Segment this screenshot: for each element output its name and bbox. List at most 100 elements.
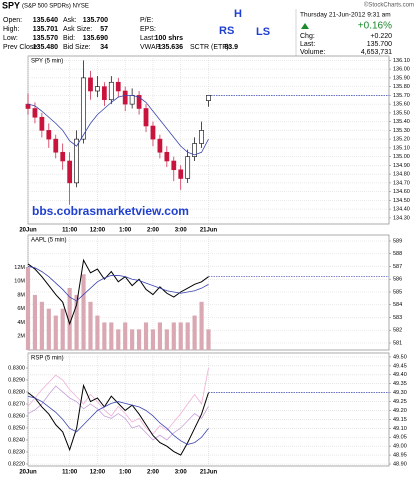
x-tick-label: 3:00 [175, 228, 188, 234]
candle-body [88, 77, 93, 92]
candle-body [164, 151, 170, 162]
volume-bar [130, 329, 135, 350]
annotation: RS [219, 25, 234, 37]
field-label: Chg: [300, 33, 315, 40]
y2-tick-label: 10M [14, 279, 25, 285]
candle-body [108, 81, 114, 101]
field-label: Volume: [300, 49, 325, 56]
volume-bar [178, 322, 183, 350]
candle-body [122, 90, 128, 105]
y-tick-label: 583 [393, 315, 402, 321]
x-tick-label: 21Jun [200, 228, 218, 234]
volume-bar [199, 301, 204, 350]
y-tick-label: 135.50 [393, 110, 410, 116]
annotation: LS [256, 26, 270, 38]
symbol: SPY [2, 0, 20, 10]
y-tick-label: 49.45 [393, 363, 407, 369]
candle-body [95, 86, 100, 92]
x-tick-label: 3:00 [175, 470, 188, 476]
series-line [27, 367, 209, 435]
quote-date: Thursday 21-Jun-2012 9:31 am [300, 12, 391, 19]
y-tick-label: 581 [393, 340, 402, 346]
field-value: 57 [100, 26, 108, 33]
candle-body [39, 116, 45, 131]
volume-bar [164, 329, 169, 350]
y-tick-label: 136.10 [393, 58, 410, 64]
field-value: 135.640 [33, 17, 58, 24]
volume-bar [53, 315, 58, 350]
y-tick-label: 49.20 [393, 408, 407, 414]
y-tick-label: 48.95 [393, 453, 407, 459]
y-tick-label: 49.30 [393, 390, 407, 396]
x-tick-label: 11:00 [62, 228, 78, 234]
panel-label: RSP (5 min) [31, 356, 64, 362]
y-tick-label: 134.30 [393, 215, 410, 221]
candle-body [67, 160, 73, 184]
y-tick-label: 134.40 [393, 207, 410, 213]
y-tick-label: 135.70 [393, 93, 410, 99]
y-tick-label: 49.10 [393, 426, 407, 432]
y-tick-label: 586 [393, 277, 402, 283]
y-tick-label: 49.05 [393, 435, 407, 441]
volume-bar [136, 329, 142, 350]
candle-body [199, 130, 204, 144]
y-tick-label: 49.25 [393, 399, 407, 405]
candle-body [74, 138, 79, 184]
x-tick-label: 2:00 [147, 228, 160, 234]
y2-tick-label: 0.8280 [8, 389, 25, 395]
y2-tick-label: 6M [17, 306, 25, 312]
y-tick-label: 135.10 [393, 145, 410, 151]
volume-bar [185, 322, 190, 350]
candle-body [53, 138, 59, 153]
y-tick-label: 49.50 [393, 354, 407, 360]
y-tick-label: 588 [393, 251, 402, 257]
volume-bar [46, 308, 51, 350]
candle-body [115, 81, 121, 92]
field-value: 4,653,731 [361, 49, 392, 56]
field-label: P/E: [140, 17, 153, 24]
y-tick-label: 135.60 [393, 102, 410, 108]
field-value: 83.9 [224, 44, 238, 51]
y-tick-label: 134.60 [393, 189, 410, 195]
field-label: High: [3, 26, 19, 33]
y-tick-label: 134.70 [393, 180, 410, 186]
volume-bar [88, 301, 93, 350]
field-label: VWAP: [140, 44, 162, 51]
volume-bar [116, 329, 121, 350]
volume-bar [25, 267, 31, 350]
series-line [27, 395, 209, 445]
y-tick-label: 582 [393, 328, 402, 334]
volume-bar [81, 274, 86, 350]
y-tick-label: 587 [393, 264, 402, 270]
volume-bar [143, 322, 149, 350]
y-tick-label: 134.90 [393, 163, 410, 169]
candle-body [101, 86, 107, 101]
field-value: 135.480 [33, 44, 58, 51]
y-tick-label: 134.80 [393, 172, 410, 178]
field-label: Low: [3, 35, 18, 42]
annotation: bbs.cobrasmarketview.com [32, 204, 189, 218]
y-tick-label: 48.90 [393, 461, 407, 467]
candle-body [143, 108, 149, 127]
y-tick-label: 135.30 [393, 128, 410, 134]
field-value: 34 [100, 44, 108, 51]
y2-tick-label: 0.8290 [8, 377, 25, 383]
series-line [27, 385, 209, 441]
volume-bar [109, 322, 114, 350]
x-tick-label: 12:00 [90, 470, 106, 476]
change-percent: +0.16% [358, 21, 392, 32]
up-arrow [301, 23, 309, 29]
x-tick-label: 21Jun [200, 470, 218, 476]
candle-body [185, 156, 191, 179]
candle-body [206, 95, 211, 101]
candle-body [157, 138, 163, 153]
candle-body [129, 95, 135, 105]
candle-body [60, 151, 66, 162]
y2-tick-label: 2M [17, 334, 25, 340]
y-tick-label: 589 [393, 238, 402, 244]
volume-bar [39, 301, 44, 350]
x-tick-label: 11:00 [62, 470, 78, 476]
candle-body [192, 143, 197, 157]
x-tick-label: 20Jun [19, 228, 37, 234]
